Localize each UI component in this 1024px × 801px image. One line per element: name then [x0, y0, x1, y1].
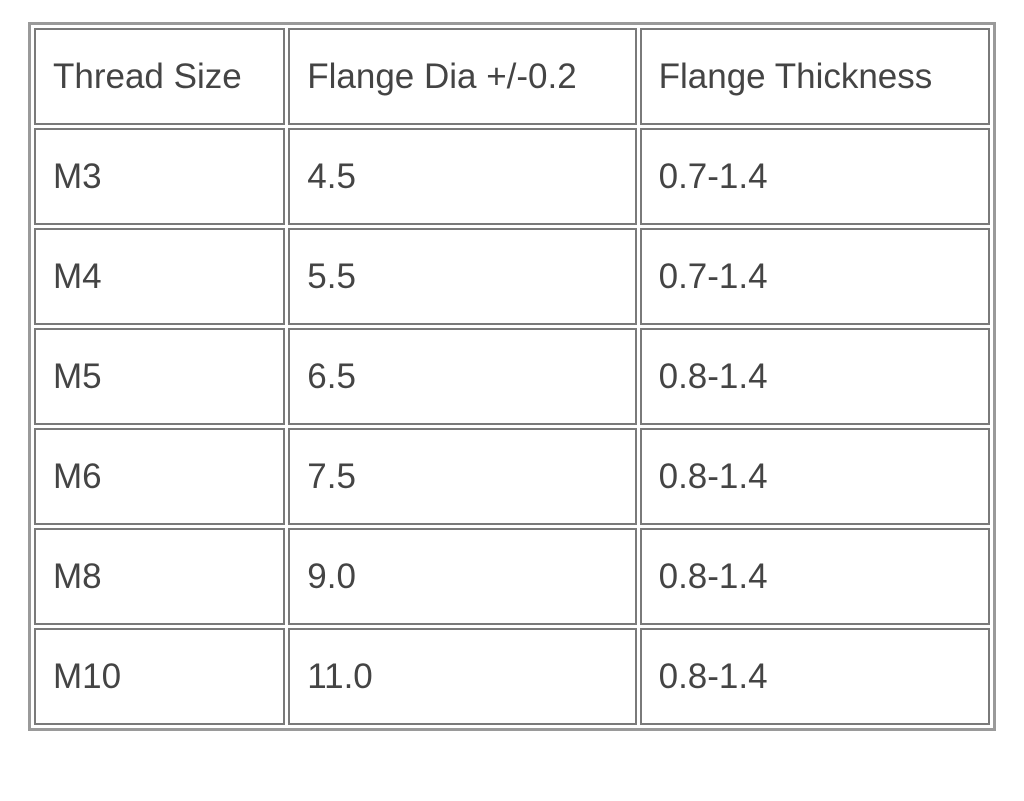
table-cell: 11.0 [288, 628, 637, 725]
table-cell: 5.5 [288, 228, 637, 325]
table-cell: M6 [34, 428, 286, 525]
table-cell: M4 [34, 228, 286, 325]
table-row: M3 4.5 0.7-1.4 [34, 128, 990, 225]
table-cell: 0.8-1.4 [639, 328, 990, 425]
header-cell: Flange Dia +/-0.2 [288, 28, 637, 125]
table-row: M5 6.5 0.8-1.4 [34, 328, 990, 425]
flange-table: Thread Size Flange Dia +/-0.2 Flange Thick… [28, 22, 996, 731]
table-row: M6 7.5 0.8-1.4 [34, 428, 990, 525]
table-cell: 0.8-1.4 [639, 528, 990, 625]
table-cell: M3 [34, 128, 286, 225]
header-row: Thread Size Flange Dia +/-0.2 Flange Thick… [34, 28, 990, 125]
table-cell: M5 [34, 328, 286, 425]
table-row: M8 9.0 0.8-1.4 [34, 528, 990, 625]
table-cell: 4.5 [288, 128, 637, 225]
table-cell: 6.5 [288, 328, 637, 425]
header-cell: Flange Thickness [639, 28, 990, 125]
table-cell: M10 [34, 628, 286, 725]
table-cell: 0.7-1.4 [639, 228, 990, 325]
table-cell: 0.8-1.4 [639, 428, 990, 525]
table-body: M3 4.5 0.7-1.4 M4 5.5 0.7-1.4 M5 6.5 0.8-1.4 M6 7.… [34, 128, 990, 725]
table-cell: 0.7-1.4 [639, 128, 990, 225]
header-cell: Thread Size [34, 28, 286, 125]
table-cell: 7.5 [288, 428, 637, 525]
table-cell: M8 [34, 528, 286, 625]
table-cell: 0.8-1.4 [639, 628, 990, 725]
table-row: M10 11.0 0.8-1.4 [34, 628, 990, 725]
table-cell: 9.0 [288, 528, 637, 625]
table-row: M4 5.5 0.7-1.4 [34, 228, 990, 325]
